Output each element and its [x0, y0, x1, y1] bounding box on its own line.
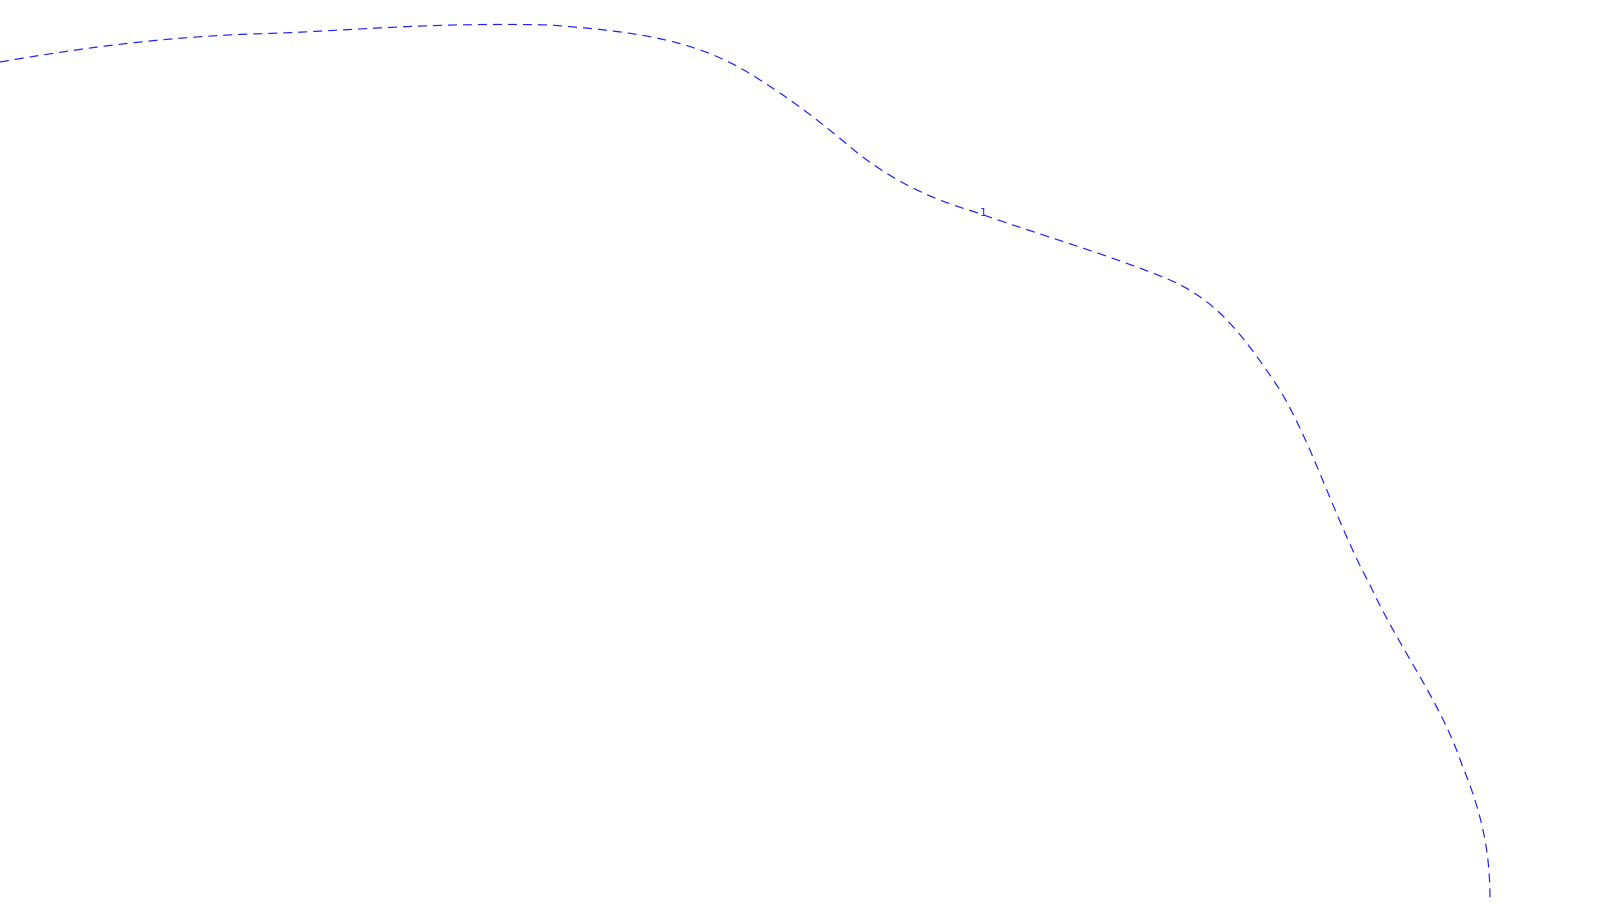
boundary-label: 1	[980, 206, 987, 219]
dashed-boundary-line	[0, 23, 1491, 901]
